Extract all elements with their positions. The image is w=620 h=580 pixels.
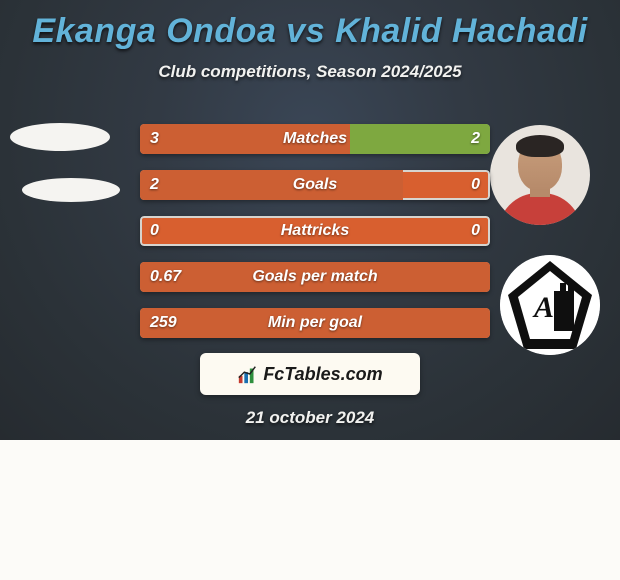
comparison-card: Ekanga Ondoa vs Khalid Hachadi Club comp… — [0, 0, 620, 580]
stat-label: Min per goal — [140, 308, 490, 338]
barchart-icon — [237, 363, 259, 385]
stat-label: Goals — [140, 170, 490, 200]
stat-value-right: 2 — [471, 124, 480, 154]
stat-label: Matches — [140, 124, 490, 154]
stat-value-right: 0 — [471, 216, 480, 246]
page-subtitle: Club competitions, Season 2024/2025 — [0, 62, 620, 82]
player-left-club-logo — [22, 178, 120, 202]
stat-row: 0 Hattricks 0 — [140, 216, 490, 246]
stat-row: 3 Matches 2 — [140, 124, 490, 154]
stat-row: 2 Goals 0 — [140, 170, 490, 200]
card-background-bottom — [0, 440, 620, 580]
player-right-avatar — [490, 125, 590, 225]
brand-text: FcTables.com — [263, 364, 382, 385]
stat-row: 259 Min per goal — [140, 308, 490, 338]
stat-row: 0.67 Goals per match — [140, 262, 490, 292]
svg-text:A: A — [532, 291, 554, 324]
brand-badge: FcTables.com — [200, 353, 420, 395]
page-title: Ekanga Ondoa vs Khalid Hachadi — [0, 12, 620, 51]
stat-label: Goals per match — [140, 262, 490, 292]
stat-rows: 3 Matches 2 2 Goals 0 0 Hattricks 0 0.67… — [140, 124, 490, 354]
player-left-avatar — [10, 123, 110, 151]
footer-date: 21 october 2024 — [0, 408, 620, 428]
stat-value-right: 0 — [471, 170, 480, 200]
player-right-club-logo: A — [500, 255, 600, 355]
stat-label: Hattricks — [140, 216, 490, 246]
